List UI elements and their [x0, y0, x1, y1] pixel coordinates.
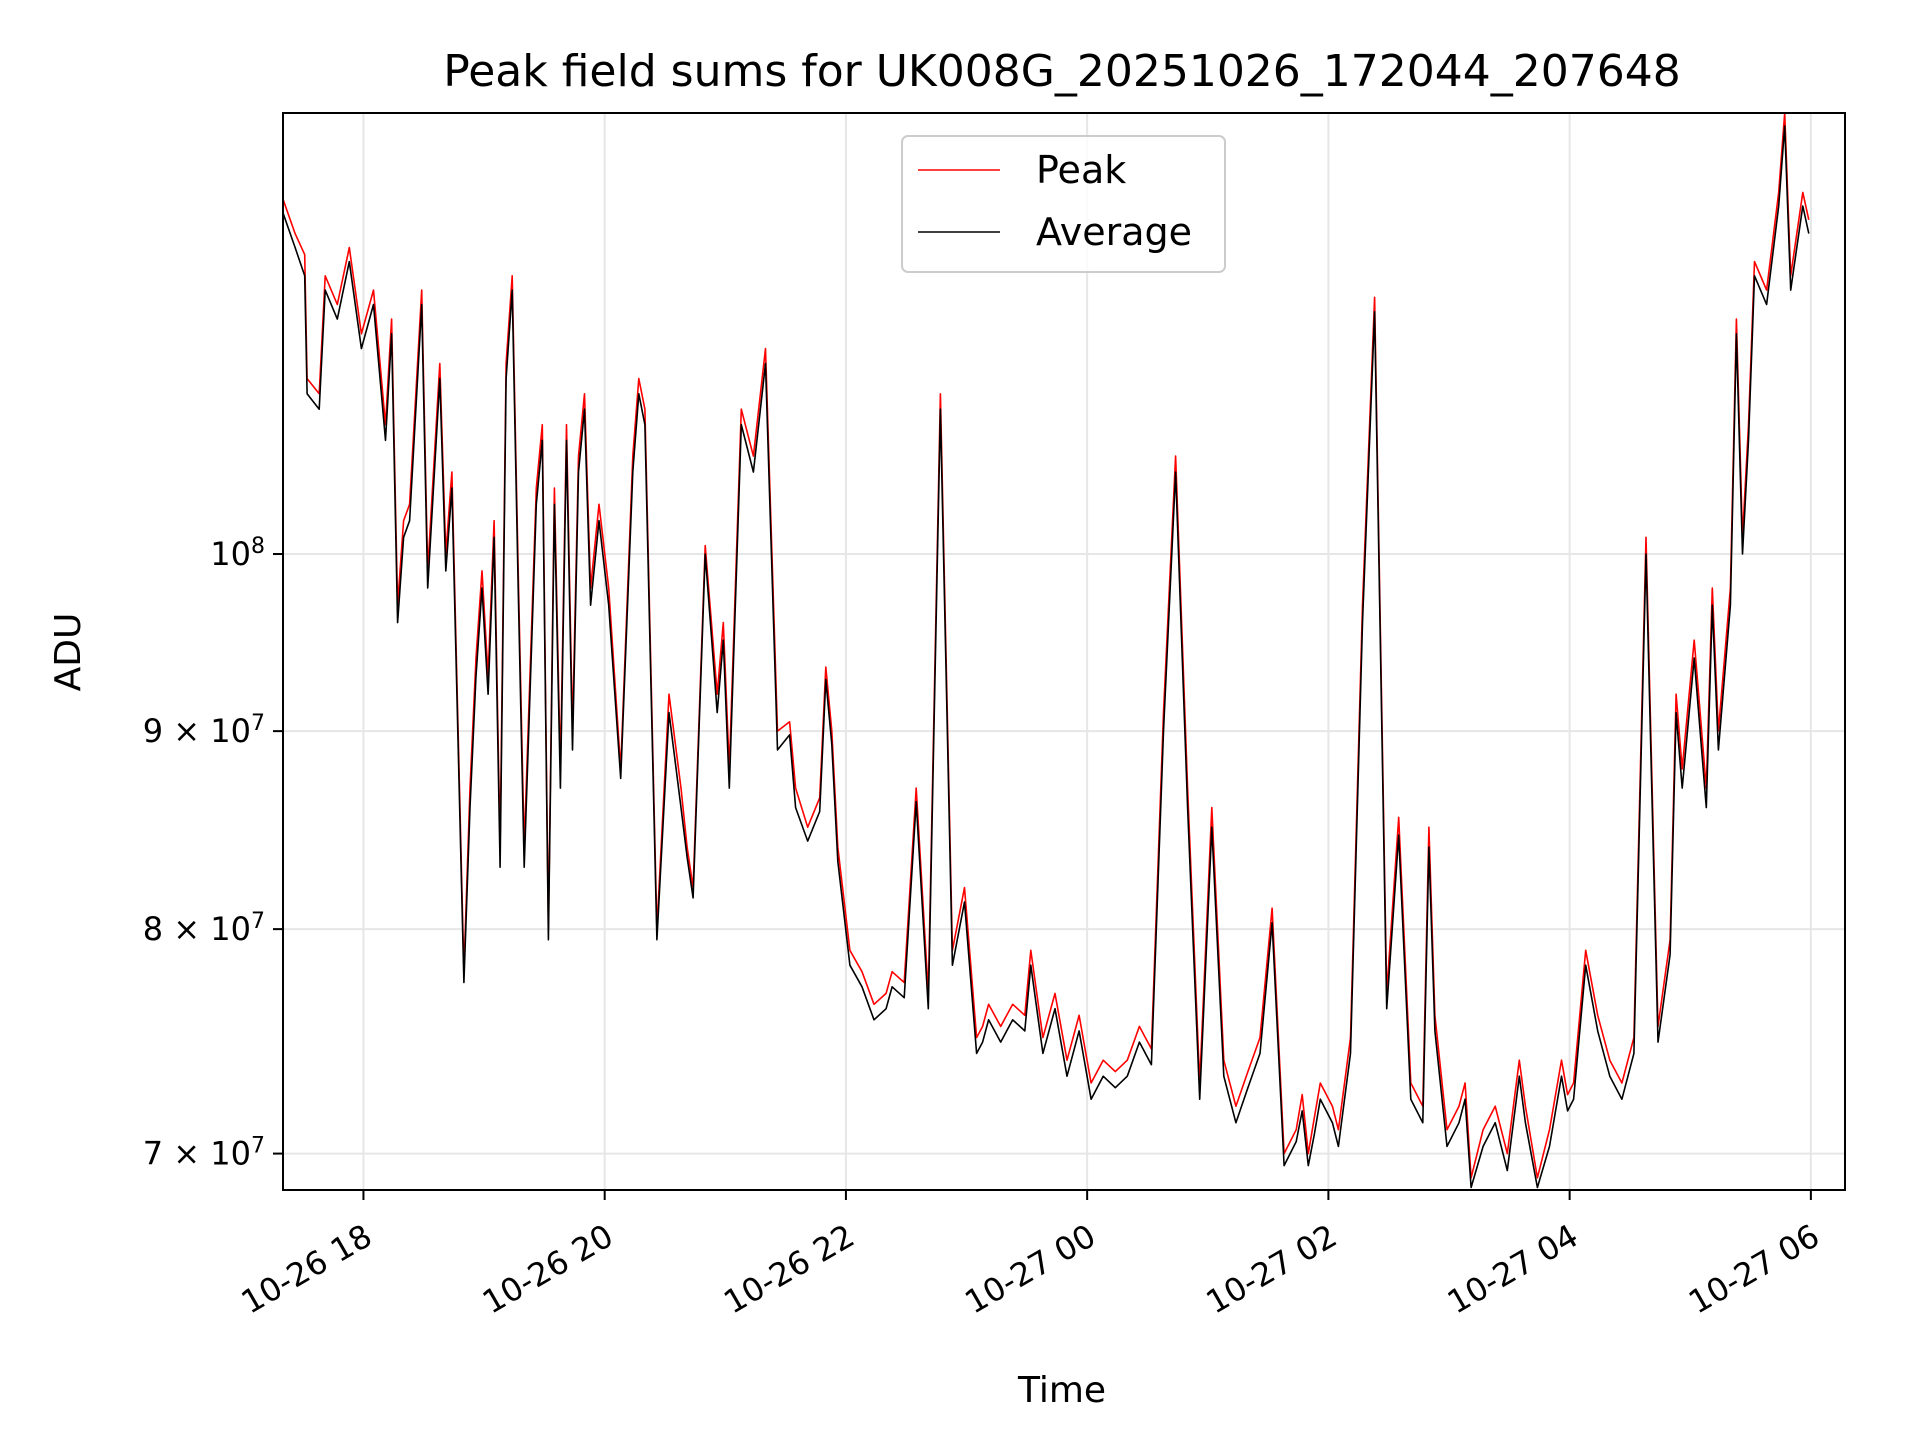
- x-tick-label: 10-26 20: [476, 1217, 620, 1322]
- y-tick-label-exp: 7: [251, 1133, 265, 1158]
- y-tick-label-base: 10: [210, 712, 251, 750]
- y-tick-label-exp: 7: [251, 711, 265, 736]
- chart-title: Peak field sums for UK008G_20251026_1720…: [443, 46, 1680, 97]
- legend-label-peak: Peak: [1036, 148, 1126, 192]
- y-tick-label-base: 10: [210, 1135, 251, 1173]
- y-tick-label-exp: 8: [251, 534, 265, 559]
- x-tick-label: 10-26 18: [235, 1217, 379, 1322]
- series-line-average: [283, 125, 1810, 1189]
- series-line-peak: [283, 113, 1810, 1179]
- y-tick-label: 7 × 107: [143, 1133, 265, 1173]
- y-tick-label-base: 10: [210, 535, 251, 573]
- y-tick-label: 108: [210, 534, 265, 574]
- y-axis-title: ADU: [48, 613, 89, 692]
- x-axis: 10-26 18 10-26 20 10-26 22 10-27 00 10-27 02…: [235, 1190, 1826, 1321]
- y-tick-label-mantissa: 9: [143, 712, 163, 750]
- y-tick-label-sep: ×: [163, 1135, 210, 1173]
- x-tick-label: 10-26 22: [717, 1217, 861, 1322]
- y-tick-label-sep: ×: [163, 712, 210, 750]
- x-tick-label: 10-27 04: [1441, 1217, 1585, 1322]
- y-tick-label-base: 10: [210, 910, 251, 948]
- y-tick-label-exp: 7: [251, 909, 265, 934]
- x-axis-title: Time: [1017, 1370, 1106, 1411]
- series-layer: [283, 113, 1810, 1189]
- plot-frame: [282, 112, 1846, 1191]
- y-tick-label-mantissa: 8: [143, 910, 163, 948]
- y-tick-label-sep: ×: [163, 910, 210, 948]
- x-tick-label: 10-27 06: [1682, 1217, 1826, 1322]
- x-tick-label: 10-27 02: [1200, 1217, 1344, 1322]
- legend: Peak Average: [901, 135, 1226, 273]
- legend-label-average: Average: [1036, 210, 1192, 254]
- grid: [283, 113, 1845, 1190]
- y-tick-label: 9 × 107: [143, 711, 265, 751]
- x-tick-label: 10-27 00: [958, 1217, 1102, 1322]
- y-tick-label: 8 × 107: [143, 909, 265, 949]
- y-tick-label-mantissa: 7: [143, 1135, 163, 1173]
